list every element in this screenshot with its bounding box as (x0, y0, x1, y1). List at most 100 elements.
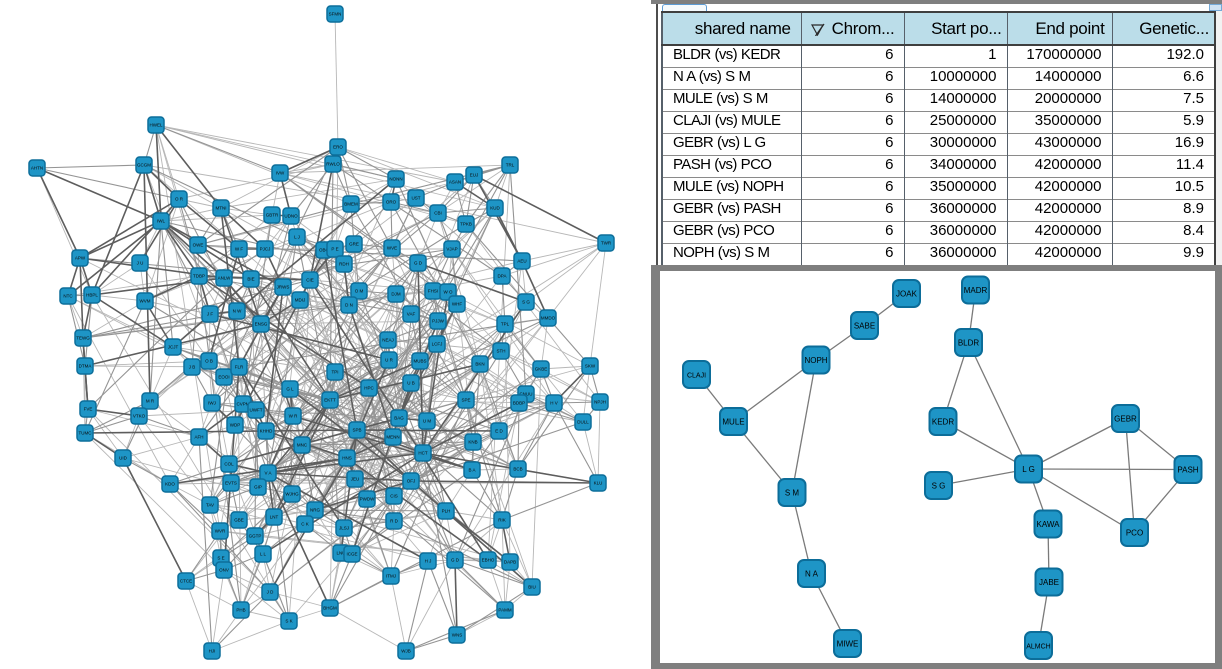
svg-text:AEU: AEU (517, 259, 526, 264)
svg-text:CBI: CBI (434, 211, 442, 216)
svg-text:SABE: SABE (854, 321, 875, 330)
svg-text:STH: STH (497, 349, 506, 354)
svg-text:GCGM: GCGM (137, 163, 151, 168)
svg-text:BHGM: BHGM (323, 606, 337, 611)
svg-text:NTC: NTC (63, 294, 73, 299)
svg-text:ANLW: ANLW (218, 276, 231, 281)
svg-text:DULL: DULL (577, 420, 589, 425)
svg-text:WHF: WHF (452, 302, 462, 307)
svg-text:CIE: CIE (306, 278, 314, 283)
svg-text:MNC: MNC (297, 443, 308, 448)
svg-text:DAPB: DAPB (504, 560, 516, 565)
svg-text:O R: O R (175, 197, 184, 202)
svg-text:W F: W F (235, 247, 243, 252)
svg-text:APW: APW (75, 256, 86, 261)
svg-text:ONV: ONV (219, 568, 229, 573)
svg-text:TPI: TPI (331, 370, 338, 375)
svg-text:EBHO: EBHO (482, 558, 495, 563)
svg-text:TDBP: TDBP (193, 274, 205, 279)
svg-text:S K: S K (285, 619, 292, 624)
svg-text:UDNO: UDNO (284, 214, 298, 219)
svg-text:P E: P E (331, 247, 338, 252)
svg-text:DPA: DPA (498, 274, 507, 279)
svg-text:BKN: BKN (475, 362, 484, 367)
svg-text:PJJW: PJJW (432, 319, 445, 324)
svg-text:J U: J U (137, 261, 144, 266)
svg-text:MDIJ: MDIJ (295, 298, 306, 303)
svg-text:OBG: OBG (319, 248, 330, 253)
svg-text:L J: L J (294, 235, 300, 240)
svg-text:MUBS: MUBS (413, 359, 426, 364)
svg-text:GKBE: GKBE (535, 367, 548, 372)
svg-text:ITMJ: ITMJ (386, 574, 396, 579)
svg-text:RDH: RDH (339, 262, 349, 267)
svg-text:WDP: WDP (230, 423, 241, 428)
svg-text:U R: U R (385, 358, 394, 363)
svg-text:G L: G L (286, 387, 294, 392)
svg-text:D N: D N (345, 303, 353, 308)
svg-text:LNT: LNT (270, 515, 279, 520)
svg-text:VJAP: VJAP (446, 247, 457, 252)
svg-text:DJM: DJM (391, 292, 400, 297)
svg-text:KHHD: KHHD (260, 429, 274, 434)
svg-text:O M: O M (355, 289, 364, 294)
svg-text:NPJH: NPJH (594, 400, 606, 405)
svg-text:L G: L G (1022, 465, 1035, 474)
svg-text:HBPL: HBPL (86, 293, 98, 298)
svg-text:TPKB: TPKB (460, 222, 472, 227)
svg-text:S M: S M (785, 488, 800, 497)
svg-text:BDBP: BDBP (513, 401, 525, 406)
svg-text:PASH: PASH (1177, 465, 1198, 474)
svg-text:KNB: KNB (468, 440, 477, 445)
svg-text:EOOI: EOOI (218, 375, 229, 380)
svg-text:HJI: HJI (209, 649, 216, 654)
svg-text:H J: H J (425, 559, 432, 564)
svg-text:UST: UST (412, 196, 421, 201)
svg-text:KUD: KUD (490, 206, 500, 211)
svg-text:W R: W R (289, 414, 298, 419)
svg-text:U M: U M (423, 419, 432, 424)
svg-text:MULE: MULE (722, 417, 744, 426)
svg-text:HCT: HCT (418, 451, 427, 456)
svg-text:EKTT: EKTT (324, 398, 336, 403)
svg-text:NONN: NONN (389, 177, 402, 182)
svg-text:CVPM: CVPM (236, 402, 249, 407)
svg-text:L L: L L (260, 552, 267, 557)
svg-text:UWFT: UWFT (250, 408, 263, 413)
svg-text:NRG: NRG (310, 508, 320, 513)
svg-text:NEAJ: NEAJ (382, 338, 394, 343)
svg-text:AFH: AFH (195, 435, 204, 440)
svg-text:H V: H V (550, 401, 558, 406)
svg-text:B A: B A (468, 468, 475, 473)
svg-text:SPE: SPE (461, 398, 470, 403)
svg-text:JEU: JEU (351, 477, 360, 482)
svg-text:JABE: JABE (1039, 578, 1059, 587)
svg-text:CLAJI: CLAJI (687, 372, 706, 379)
svg-text:S E: S E (217, 556, 224, 561)
svg-text:WVM: WVM (140, 299, 151, 304)
svg-text:WNS: WNS (452, 633, 463, 638)
svg-text:R D: R D (390, 519, 399, 524)
svg-text:LCFJ: LCFJ (432, 342, 443, 347)
svg-text:IWL: IWL (157, 219, 165, 224)
svg-text:E D: E D (495, 429, 503, 434)
svg-text:SPB: SPB (352, 428, 361, 433)
svg-text:J D: J D (267, 590, 275, 595)
svg-text:U B: U B (407, 381, 415, 386)
svg-text:FLR: FLR (235, 365, 244, 370)
svg-text:G D: G D (451, 558, 460, 563)
svg-text:JRWS: JRWS (277, 285, 290, 290)
svg-text:BCB: BCB (513, 467, 522, 472)
svg-text:BIE: BIE (247, 277, 254, 282)
svg-text:MIWE: MIWE (837, 639, 859, 648)
svg-text:WJB: WJB (401, 649, 411, 654)
svg-text:SKW: SKW (585, 364, 596, 369)
svg-text:RWLO: RWLO (326, 162, 340, 167)
svg-text:N A: N A (805, 569, 819, 578)
svg-text:V A: V A (264, 471, 271, 476)
svg-text:J B: J B (189, 365, 196, 370)
svg-text:ENSG: ENSG (255, 322, 268, 327)
svg-text:BMEM: BMEM (344, 202, 358, 207)
svg-text:ICGE: ICGE (346, 552, 357, 557)
svg-text:IVW: IVW (276, 171, 285, 176)
